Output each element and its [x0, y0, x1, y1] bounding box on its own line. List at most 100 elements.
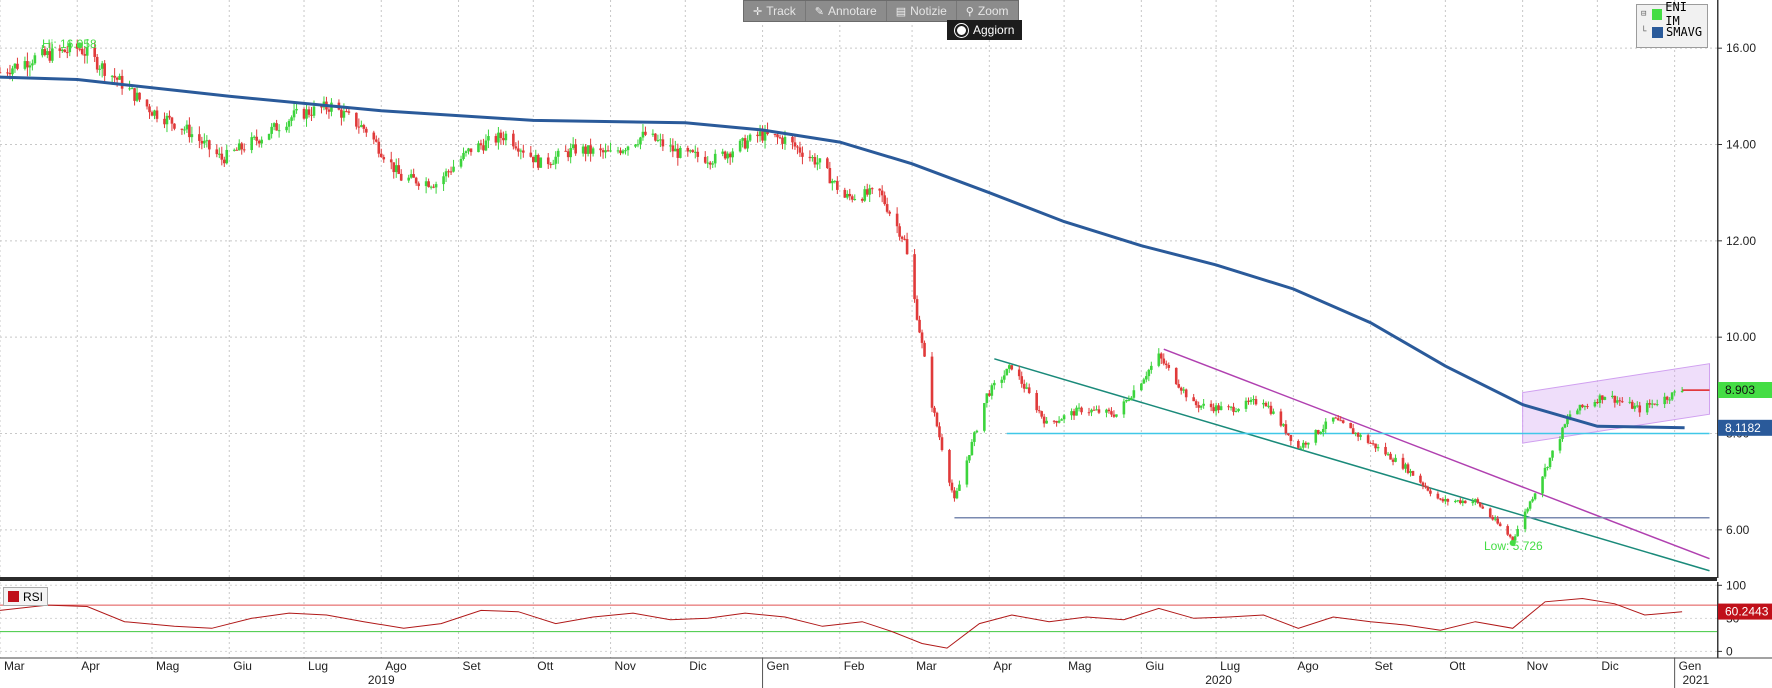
candle-body: [11, 68, 14, 75]
candle-body: [985, 393, 989, 404]
candle-body: [442, 176, 445, 185]
candle-body: [1670, 392, 1674, 400]
last-value-label: 8.1182: [1725, 421, 1761, 435]
candle-body: [888, 211, 891, 214]
candle-body: [449, 171, 453, 173]
chart-legend: ⊟ ENI IM └ SMAVG: [1636, 0, 1708, 48]
candle-body: [85, 47, 89, 56]
zoom-label: Zoom: [977, 4, 1009, 18]
candle-body: [1314, 430, 1318, 443]
candle-body: [1057, 420, 1061, 423]
candle-body: [394, 165, 398, 173]
candle-body: [1282, 424, 1285, 426]
x-tick-label: Nov: [1527, 659, 1548, 673]
candle-body: [536, 154, 540, 168]
candle-body: [918, 319, 921, 333]
candle-body: [955, 490, 959, 499]
candle-body: [958, 484, 961, 491]
candle-body: [1042, 416, 1046, 424]
refresh-button[interactable]: Aggiorn: [947, 20, 1023, 40]
collapse-icon[interactable]: ⊟: [1641, 9, 1647, 19]
zoom-button[interactable]: ⚲ Zoom: [957, 1, 1018, 21]
candle-body: [1267, 405, 1270, 407]
hi-annotation: Hi: 16.058: [42, 37, 97, 51]
candle-body: [482, 145, 485, 151]
annotate-button[interactable]: ✎ Annotare: [806, 1, 887, 21]
candle-body: [6, 72, 9, 74]
candle-body: [250, 137, 253, 151]
candle-body: [252, 136, 256, 138]
candle-body: [432, 186, 435, 188]
candle-body: [913, 254, 916, 300]
candle-body: [1062, 415, 1066, 420]
candle-body: [651, 133, 655, 135]
legend-swatch-eni: [1651, 8, 1663, 20]
candle-body: [721, 151, 724, 154]
candle-body: [880, 190, 884, 196]
candle-body: [1140, 383, 1143, 391]
candle-body: [63, 49, 67, 53]
candle-body: [1488, 508, 1492, 518]
candle-body: [51, 48, 54, 61]
candle-body: [1601, 395, 1604, 400]
candle-body: [1401, 457, 1405, 469]
candle-body: [272, 123, 276, 127]
candle-body: [1202, 403, 1205, 406]
candle-body: [1653, 403, 1656, 405]
candle-body: [601, 150, 605, 153]
candle-body: [267, 133, 271, 140]
track-button[interactable]: ✛ Track: [744, 1, 806, 21]
candle-body: [1531, 499, 1534, 502]
candle-body: [155, 110, 159, 119]
candle-body: [427, 181, 430, 188]
candle-body: [1219, 406, 1223, 411]
candle-body: [853, 199, 857, 201]
candle-body: [938, 426, 941, 438]
candle-body: [589, 145, 592, 154]
news-icon: ▤: [895, 5, 907, 18]
legend-item-smavg[interactable]: └ SMAVG: [1637, 23, 1707, 41]
track-label: Track: [766, 4, 796, 18]
candle-body: [135, 92, 139, 101]
candle-body: [1045, 420, 1048, 424]
candle-body: [793, 142, 797, 147]
candle-body: [1150, 365, 1153, 370]
candle-body: [1464, 500, 1467, 504]
legend-item-eni[interactable]: ⊟ ENI IM: [1637, 0, 1707, 28]
candle-body: [1384, 446, 1387, 455]
tree-branch-icon: └: [1641, 27, 1647, 37]
x-tick-label: Mag: [1068, 659, 1091, 673]
candle-body: [275, 123, 278, 131]
candle-body: [1366, 435, 1370, 443]
candle-body: [1035, 392, 1038, 411]
candle-body: [811, 157, 814, 159]
candle-body: [1650, 403, 1654, 405]
candle-body: [43, 49, 47, 55]
candle-body: [270, 126, 273, 134]
candle-body: [98, 68, 101, 70]
candle-body: [170, 117, 174, 124]
candle-body: [1558, 439, 1562, 451]
candle-body: [1568, 414, 1572, 419]
rsi-legend[interactable]: RSI: [3, 587, 49, 606]
candle-body: [1454, 500, 1457, 502]
candle-body: [604, 150, 607, 153]
candle-body: [903, 238, 906, 240]
candle-body: [556, 150, 560, 157]
candle-body: [551, 163, 555, 165]
candle-body: [863, 189, 867, 201]
candle-body: [16, 63, 19, 69]
candle-body: [639, 137, 642, 145]
candle-body: [1598, 395, 1602, 404]
chart-toolbar: ✛ Track ✎ Annotare ▤ Notizie ⚲ Zoom: [743, 0, 1019, 22]
candle-body: [1192, 397, 1195, 402]
candle-body: [190, 134, 194, 138]
candle-body: [860, 199, 864, 201]
y-tick-label: 12.00: [1726, 234, 1756, 248]
candle-body: [1424, 485, 1427, 488]
candle-body: [1506, 526, 1509, 535]
news-button[interactable]: ▤ Notizie: [887, 1, 957, 21]
candle-body: [661, 139, 665, 147]
candle-body: [1072, 411, 1076, 416]
